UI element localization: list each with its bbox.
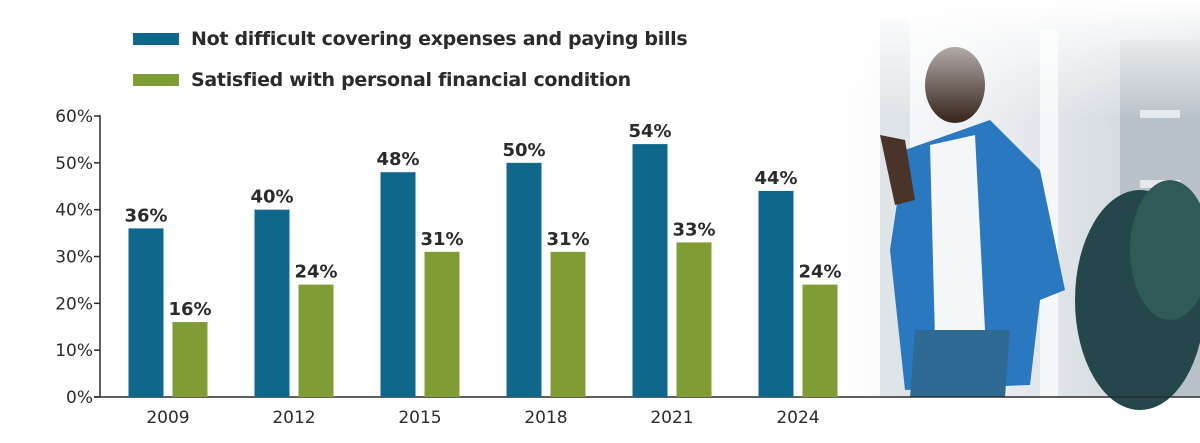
y-tick-label: 10%: [55, 341, 93, 361]
bar-expenses-2021: [632, 144, 668, 397]
bar-expenses-2012: [254, 209, 290, 397]
legend-label-expenses: Not difficult covering expenses and payi…: [191, 27, 688, 50]
legend-label-satisfied: Satisfied with personal financial condit…: [191, 68, 631, 91]
data-label: 44%: [754, 168, 797, 189]
bar-satisfied-2021: [676, 242, 712, 397]
data-label: 31%: [546, 229, 589, 250]
x-tick-label: 2021: [650, 408, 693, 428]
x-tick-label: 2015: [398, 408, 441, 428]
bar-satisfied-2012: [298, 284, 334, 397]
bar-expenses-2015: [380, 172, 416, 397]
legend-item-expenses: Not difficult covering expenses and payi…: [133, 18, 688, 59]
legend-swatch-satisfied: [133, 73, 179, 86]
y-tick-label: 30%: [55, 248, 93, 268]
legend: Not difficult covering expenses and payi…: [133, 18, 688, 100]
y-tick-label: 50%: [55, 154, 93, 174]
y-tick-label: 40%: [55, 201, 93, 221]
bar-expenses-2024: [758, 190, 794, 397]
data-label: 33%: [672, 219, 715, 240]
data-label: 48%: [376, 149, 419, 170]
data-label: 40%: [250, 187, 293, 208]
data-label: 24%: [798, 262, 841, 283]
y-tick-label: 0%: [66, 388, 93, 408]
bar-expenses-2009: [128, 228, 164, 397]
bar-satisfied-2015: [424, 251, 460, 397]
y-tick-label: 60%: [55, 107, 93, 127]
legend-item-satisfied: Satisfied with personal financial condit…: [133, 59, 687, 100]
bar-satisfied-2024: [802, 284, 838, 397]
x-tick-label: 2018: [524, 408, 567, 428]
bar-satisfied-2018: [550, 251, 586, 397]
bar-expenses-2018: [506, 162, 542, 397]
bar-satisfied-2009: [172, 322, 208, 397]
x-tick-label: 2024: [776, 408, 819, 428]
data-label: 31%: [420, 229, 463, 250]
data-label: 24%: [294, 262, 337, 283]
data-label: 54%: [628, 121, 671, 142]
data-label: 16%: [168, 299, 211, 320]
x-tick-label: 2012: [272, 408, 315, 428]
y-tick-label: 20%: [55, 294, 93, 314]
data-label: 50%: [502, 140, 545, 161]
legend-swatch-expenses: [133, 32, 179, 45]
data-label: 36%: [124, 205, 167, 226]
x-tick-label: 2009: [146, 408, 189, 428]
